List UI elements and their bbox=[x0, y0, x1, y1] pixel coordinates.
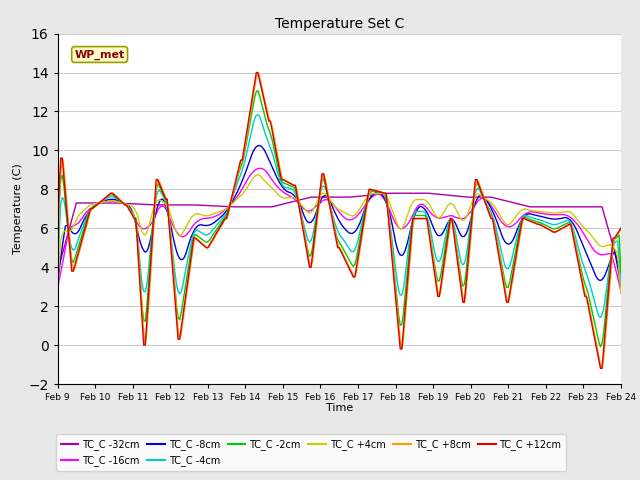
TC_C -32cm bbox=[385, 191, 393, 196]
TC_C +12cm bbox=[159, 188, 166, 194]
Line: TC_C +4cm: TC_C +4cm bbox=[58, 175, 621, 293]
TC_C -8cm bbox=[54, 279, 61, 285]
TC_C -32cm bbox=[54, 268, 61, 274]
Title: Temperature Set C: Temperature Set C bbox=[275, 17, 404, 31]
TC_C -4cm bbox=[54, 263, 61, 268]
Line: TC_C -16cm: TC_C -16cm bbox=[58, 168, 621, 290]
Line: TC_C -4cm: TC_C -4cm bbox=[58, 115, 621, 317]
TC_C +8cm bbox=[376, 189, 384, 194]
TC_C -4cm bbox=[69, 247, 77, 253]
TC_C -2cm bbox=[395, 312, 403, 318]
TC_C -2cm bbox=[596, 344, 604, 349]
TC_C -2cm bbox=[617, 268, 625, 274]
TC_C -8cm bbox=[255, 143, 263, 148]
X-axis label: Time: Time bbox=[326, 403, 353, 413]
TC_C -4cm bbox=[550, 222, 557, 228]
TC_C +8cm bbox=[254, 70, 262, 75]
Legend: TC_C -32cm, TC_C -16cm, TC_C -8cm, TC_C -4cm, TC_C -2cm, TC_C +4cm, TC_C +8cm, T: TC_C -32cm, TC_C -16cm, TC_C -8cm, TC_C … bbox=[56, 434, 566, 471]
TC_C -16cm bbox=[407, 216, 415, 221]
Line: TC_C +12cm: TC_C +12cm bbox=[58, 72, 621, 369]
Line: TC_C -8cm: TC_C -8cm bbox=[58, 145, 621, 286]
TC_C +8cm bbox=[54, 284, 61, 289]
TC_C +8cm bbox=[159, 186, 166, 192]
Line: TC_C +8cm: TC_C +8cm bbox=[58, 72, 621, 369]
TC_C +4cm bbox=[254, 172, 262, 178]
TC_C -2cm bbox=[407, 229, 415, 235]
TC_C -2cm bbox=[254, 88, 262, 94]
TC_C +12cm bbox=[395, 329, 403, 335]
TC_C -8cm bbox=[617, 283, 625, 288]
TC_C +12cm bbox=[69, 268, 77, 274]
TC_C -4cm bbox=[407, 225, 415, 230]
TC_C +4cm bbox=[69, 224, 77, 229]
TC_C -16cm bbox=[54, 285, 61, 291]
TC_C +4cm bbox=[550, 210, 557, 216]
TC_C +12cm bbox=[617, 226, 625, 231]
TC_C -2cm bbox=[376, 189, 384, 195]
Y-axis label: Temperature (C): Temperature (C) bbox=[13, 163, 22, 254]
TC_C -16cm bbox=[617, 288, 625, 293]
TC_C -8cm bbox=[376, 190, 384, 196]
TC_C -8cm bbox=[69, 230, 77, 236]
TC_C -16cm bbox=[395, 225, 403, 230]
TC_C -32cm bbox=[550, 204, 557, 210]
TC_C -2cm bbox=[159, 190, 166, 196]
TC_C +4cm bbox=[159, 199, 166, 204]
TC_C +12cm bbox=[596, 366, 604, 372]
TC_C +4cm bbox=[407, 202, 415, 208]
TC_C +8cm bbox=[395, 320, 403, 326]
TC_C -2cm bbox=[54, 256, 61, 262]
Line: TC_C -2cm: TC_C -2cm bbox=[58, 91, 621, 347]
TC_C -16cm bbox=[69, 223, 77, 228]
TC_C -32cm bbox=[407, 191, 415, 196]
TC_C -32cm bbox=[69, 212, 77, 217]
TC_C +4cm bbox=[617, 290, 625, 296]
TC_C +8cm bbox=[407, 244, 415, 250]
TC_C -8cm bbox=[395, 250, 403, 255]
TC_C +12cm bbox=[252, 70, 260, 75]
TC_C +8cm bbox=[617, 227, 625, 232]
TC_C -4cm bbox=[159, 192, 166, 198]
TC_C +8cm bbox=[550, 229, 557, 235]
TC_C +4cm bbox=[376, 191, 384, 196]
TC_C -16cm bbox=[550, 212, 557, 217]
TC_C +12cm bbox=[54, 226, 61, 231]
TC_C -16cm bbox=[255, 166, 263, 171]
TC_C -16cm bbox=[159, 203, 166, 209]
TC_C +4cm bbox=[54, 283, 61, 289]
TC_C -16cm bbox=[376, 192, 384, 197]
TC_C -32cm bbox=[617, 270, 625, 276]
TC_C +12cm bbox=[407, 234, 415, 240]
TC_C -2cm bbox=[550, 226, 557, 232]
TC_C -32cm bbox=[395, 191, 403, 196]
Text: WP_met: WP_met bbox=[74, 49, 125, 60]
TC_C +12cm bbox=[550, 229, 557, 235]
TC_C +4cm bbox=[395, 224, 403, 230]
TC_C +8cm bbox=[69, 268, 77, 274]
TC_C +12cm bbox=[376, 189, 384, 195]
TC_C -4cm bbox=[617, 280, 625, 286]
TC_C -32cm bbox=[374, 192, 382, 197]
TC_C -4cm bbox=[596, 314, 604, 320]
TC_C -32cm bbox=[159, 202, 166, 208]
TC_C -8cm bbox=[407, 224, 415, 229]
Line: TC_C -32cm: TC_C -32cm bbox=[58, 193, 621, 273]
TC_C -8cm bbox=[550, 216, 557, 222]
TC_C -4cm bbox=[254, 112, 262, 118]
TC_C -4cm bbox=[376, 190, 384, 195]
TC_C -4cm bbox=[395, 288, 403, 293]
TC_C +8cm bbox=[598, 366, 606, 372]
TC_C -2cm bbox=[69, 260, 77, 265]
TC_C -8cm bbox=[159, 196, 166, 202]
